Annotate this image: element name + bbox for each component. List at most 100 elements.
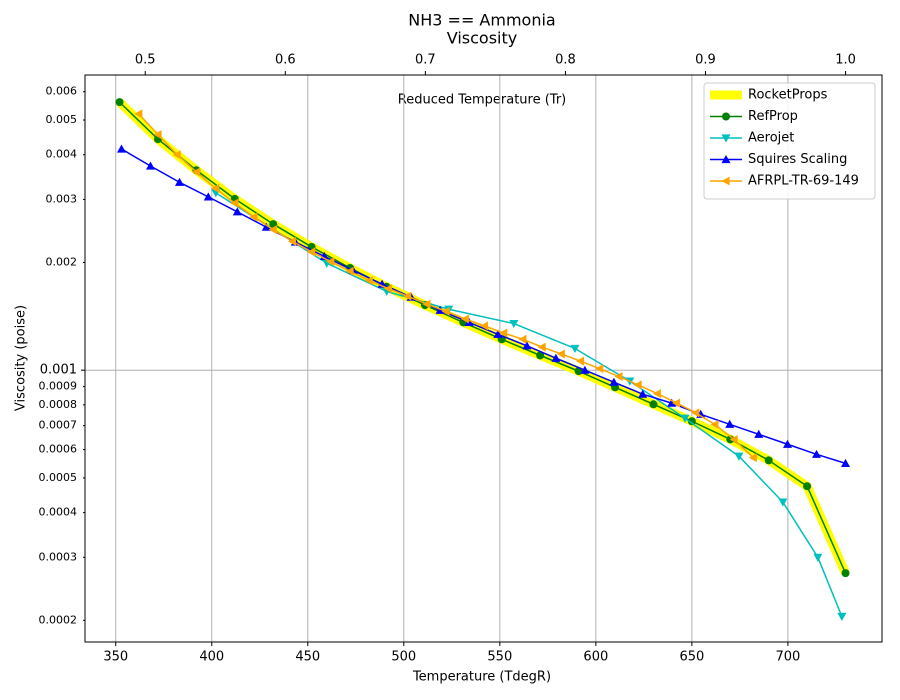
legend: RocketProps RefProp Aerojet Squires Scaling… (703, 82, 876, 200)
x-tick-label: 400 (199, 650, 224, 665)
legend-marker (722, 112, 730, 121)
point (211, 183, 220, 193)
point (680, 414, 690, 423)
y-tick-label: 0.003 (46, 192, 78, 205)
x-tick-label: 600 (583, 650, 608, 665)
point (638, 389, 648, 398)
x2-tick-label: 0.7 (415, 53, 436, 68)
legend-label: RocketProps (748, 88, 828, 103)
point (268, 225, 277, 235)
point (249, 212, 258, 222)
plot-area (115, 98, 851, 622)
point (754, 429, 764, 438)
point (230, 198, 239, 208)
y-tick-label: 0.001 (40, 363, 77, 378)
legend-label: RefProp (748, 109, 798, 124)
point (710, 420, 719, 430)
point (672, 398, 681, 408)
point (172, 150, 181, 160)
series-line (119, 101, 847, 574)
legend-label: Squires Scaling (748, 152, 847, 167)
legend-label: Aerojet (748, 131, 794, 146)
point (345, 266, 354, 276)
point (609, 377, 619, 386)
point (841, 458, 851, 467)
point (518, 334, 527, 344)
point (326, 257, 335, 267)
legend-box (703, 82, 876, 200)
x-tick-label: 650 (679, 650, 704, 665)
point (667, 398, 677, 407)
point (537, 342, 546, 352)
point (837, 612, 847, 622)
point (203, 192, 213, 201)
point (570, 344, 580, 353)
y-tick-label: 0.0005 (39, 471, 78, 484)
x-tick-label: 450 (295, 650, 320, 665)
legend-marker (721, 155, 731, 164)
y-tick-label: 0.0007 (39, 419, 78, 432)
point (575, 356, 585, 366)
y-tick-label: 0.002 (46, 255, 78, 268)
point (841, 569, 850, 578)
point (748, 453, 757, 463)
point (813, 553, 823, 562)
point (812, 449, 822, 458)
x-tick-label: 700 (775, 650, 800, 665)
point (556, 349, 565, 359)
point (287, 236, 297, 246)
point (422, 299, 431, 309)
x2-axis-label: Reduced Temperature (Tr) (398, 93, 566, 108)
point (464, 317, 474, 326)
plot-frame (84, 74, 883, 643)
point (403, 291, 412, 301)
point (778, 498, 788, 507)
x2-tick-label: 1.0 (835, 53, 856, 68)
chart-title: NH3 == Ammonia (408, 11, 555, 30)
legend-label: AFRPL-TR-69-149 (748, 174, 859, 189)
point (115, 98, 124, 107)
point (522, 341, 532, 350)
point (145, 161, 155, 170)
x-tick-label: 500 (391, 650, 416, 665)
point (783, 439, 793, 448)
point (307, 247, 316, 257)
x-tick-label: 350 (103, 650, 128, 665)
y-tick-label: 0.0004 (39, 506, 78, 519)
point (691, 408, 700, 418)
chart-subtitle: Viscosity (447, 29, 517, 48)
point (725, 419, 735, 428)
point (499, 328, 508, 338)
point (134, 109, 143, 119)
y-tick-label: 0.006 (46, 85, 78, 98)
point (191, 167, 200, 177)
y-tick-label: 0.0003 (39, 550, 78, 563)
point (493, 329, 503, 338)
point (479, 321, 489, 331)
point (460, 314, 469, 324)
point (803, 482, 812, 491)
point (536, 351, 545, 360)
y-tick-label: 0.0006 (39, 443, 78, 456)
point (764, 456, 773, 465)
point (649, 400, 658, 409)
point (734, 452, 744, 461)
series-line (121, 148, 846, 465)
x2-tick-label: 0.9 (695, 53, 716, 68)
point (633, 380, 642, 390)
series-line (215, 192, 843, 617)
y-tick-label: 0.0002 (39, 613, 78, 626)
x-tick-label: 550 (487, 650, 512, 665)
point (614, 372, 623, 382)
point (729, 435, 738, 445)
y-tick-label: 0.005 (46, 113, 78, 126)
point (580, 365, 590, 374)
point (364, 276, 373, 286)
point (652, 389, 661, 399)
y-tick-label: 0.0008 (39, 398, 78, 411)
x-axis-label: Temperature (TdegR) (412, 670, 551, 685)
point (116, 144, 126, 153)
point (261, 222, 271, 231)
x2-tick-label: 0.6 (275, 53, 296, 68)
point (232, 207, 242, 216)
